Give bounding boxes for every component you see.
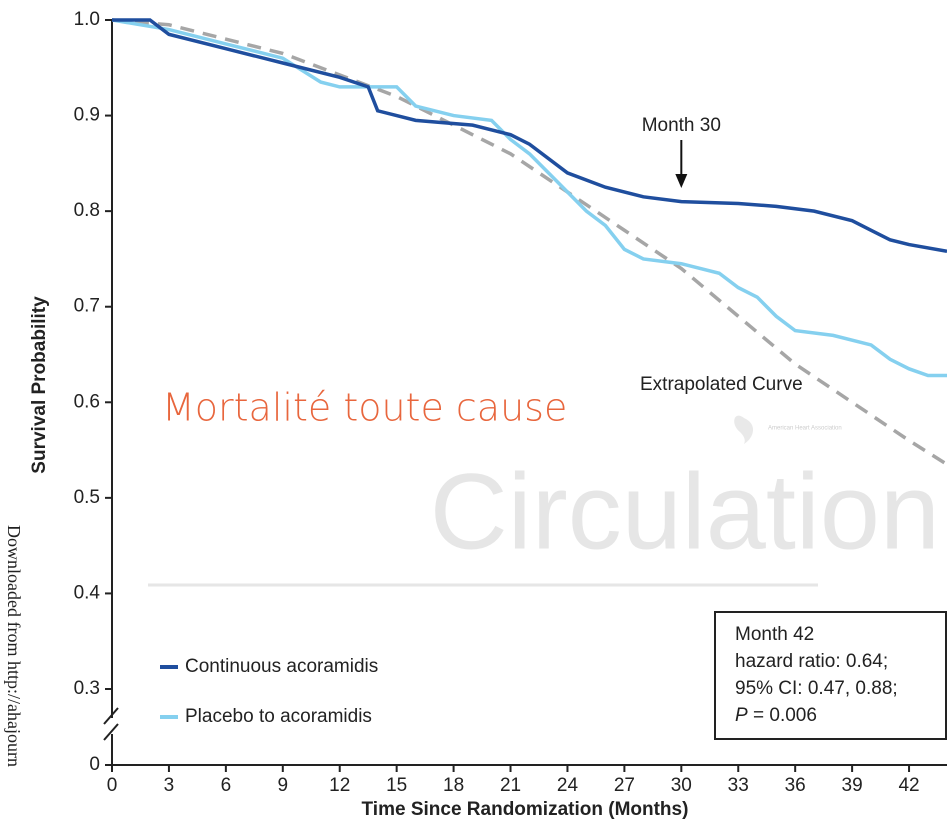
- stats-line: Month 42: [735, 624, 814, 645]
- extrapolated-label: Extrapolated Curve: [640, 374, 803, 395]
- x-tick-label: 3: [164, 775, 175, 796]
- x-tick-label: 36: [785, 775, 806, 796]
- y-tick-label: 0: [89, 754, 100, 775]
- x-tick-label: 27: [614, 775, 635, 796]
- y-tick-label: 0.7: [74, 296, 100, 317]
- y-tick-label: 1.0: [74, 9, 100, 30]
- x-tick-label: 9: [278, 775, 289, 796]
- legend-label: Continuous acoramidis: [185, 656, 378, 677]
- x-tick-label: 33: [728, 775, 749, 796]
- overlay-title: Mortalité toute cause: [162, 386, 567, 430]
- x-tick-label: 24: [557, 775, 579, 796]
- annotation: Month 30: [642, 115, 721, 136]
- y-tick-label: 0.4: [74, 582, 101, 603]
- stats-p-value: = 0.006: [753, 705, 817, 726]
- axis-break: [103, 707, 119, 725]
- x-tick-label: 18: [443, 775, 464, 796]
- axis-break: [103, 723, 119, 741]
- x-tick-label: 42: [898, 775, 919, 796]
- y-axis-title: Survival Probability: [29, 296, 50, 474]
- x-tick-label: 39: [842, 775, 863, 796]
- legend-label: Placebo to acoramidis: [185, 706, 372, 727]
- watermark: Circulation: [430, 451, 940, 572]
- x-tick-label: 6: [221, 775, 232, 796]
- x-tick-label: 30: [671, 775, 692, 796]
- x-tick-label: 21: [500, 775, 521, 796]
- y-tick-label: 0.9: [74, 105, 100, 126]
- x-axis-title: Time Since Randomization (Months): [362, 799, 689, 820]
- series-line: [112, 18, 947, 378]
- logo-icon: [734, 415, 754, 444]
- x-tick-label: 0: [107, 775, 118, 796]
- y-tick-label: 0.6: [74, 391, 100, 412]
- x-tick-label: 15: [386, 775, 407, 796]
- x-tick-label: 12: [329, 775, 350, 796]
- stats-p-symbol: P: [735, 705, 748, 726]
- series-line: [112, 18, 947, 466]
- y-tick-label: 0.8: [74, 200, 100, 221]
- side-note: Downloaded from http://ahajourn: [4, 525, 24, 767]
- stats-line: 95% CI: 0.47, 0.88;: [735, 678, 898, 699]
- y-tick-label: 0.5: [74, 487, 100, 508]
- stats-line: hazard ratio: 0.64;: [735, 651, 888, 672]
- series-line: [112, 18, 947, 254]
- axes: [103, 20, 947, 766]
- y-tick-label: 0.3: [74, 678, 100, 699]
- watermark-logo: American Heart Association: [768, 426, 842, 432]
- stats-box: [714, 611, 947, 740]
- annotation-arrowhead: [675, 174, 688, 188]
